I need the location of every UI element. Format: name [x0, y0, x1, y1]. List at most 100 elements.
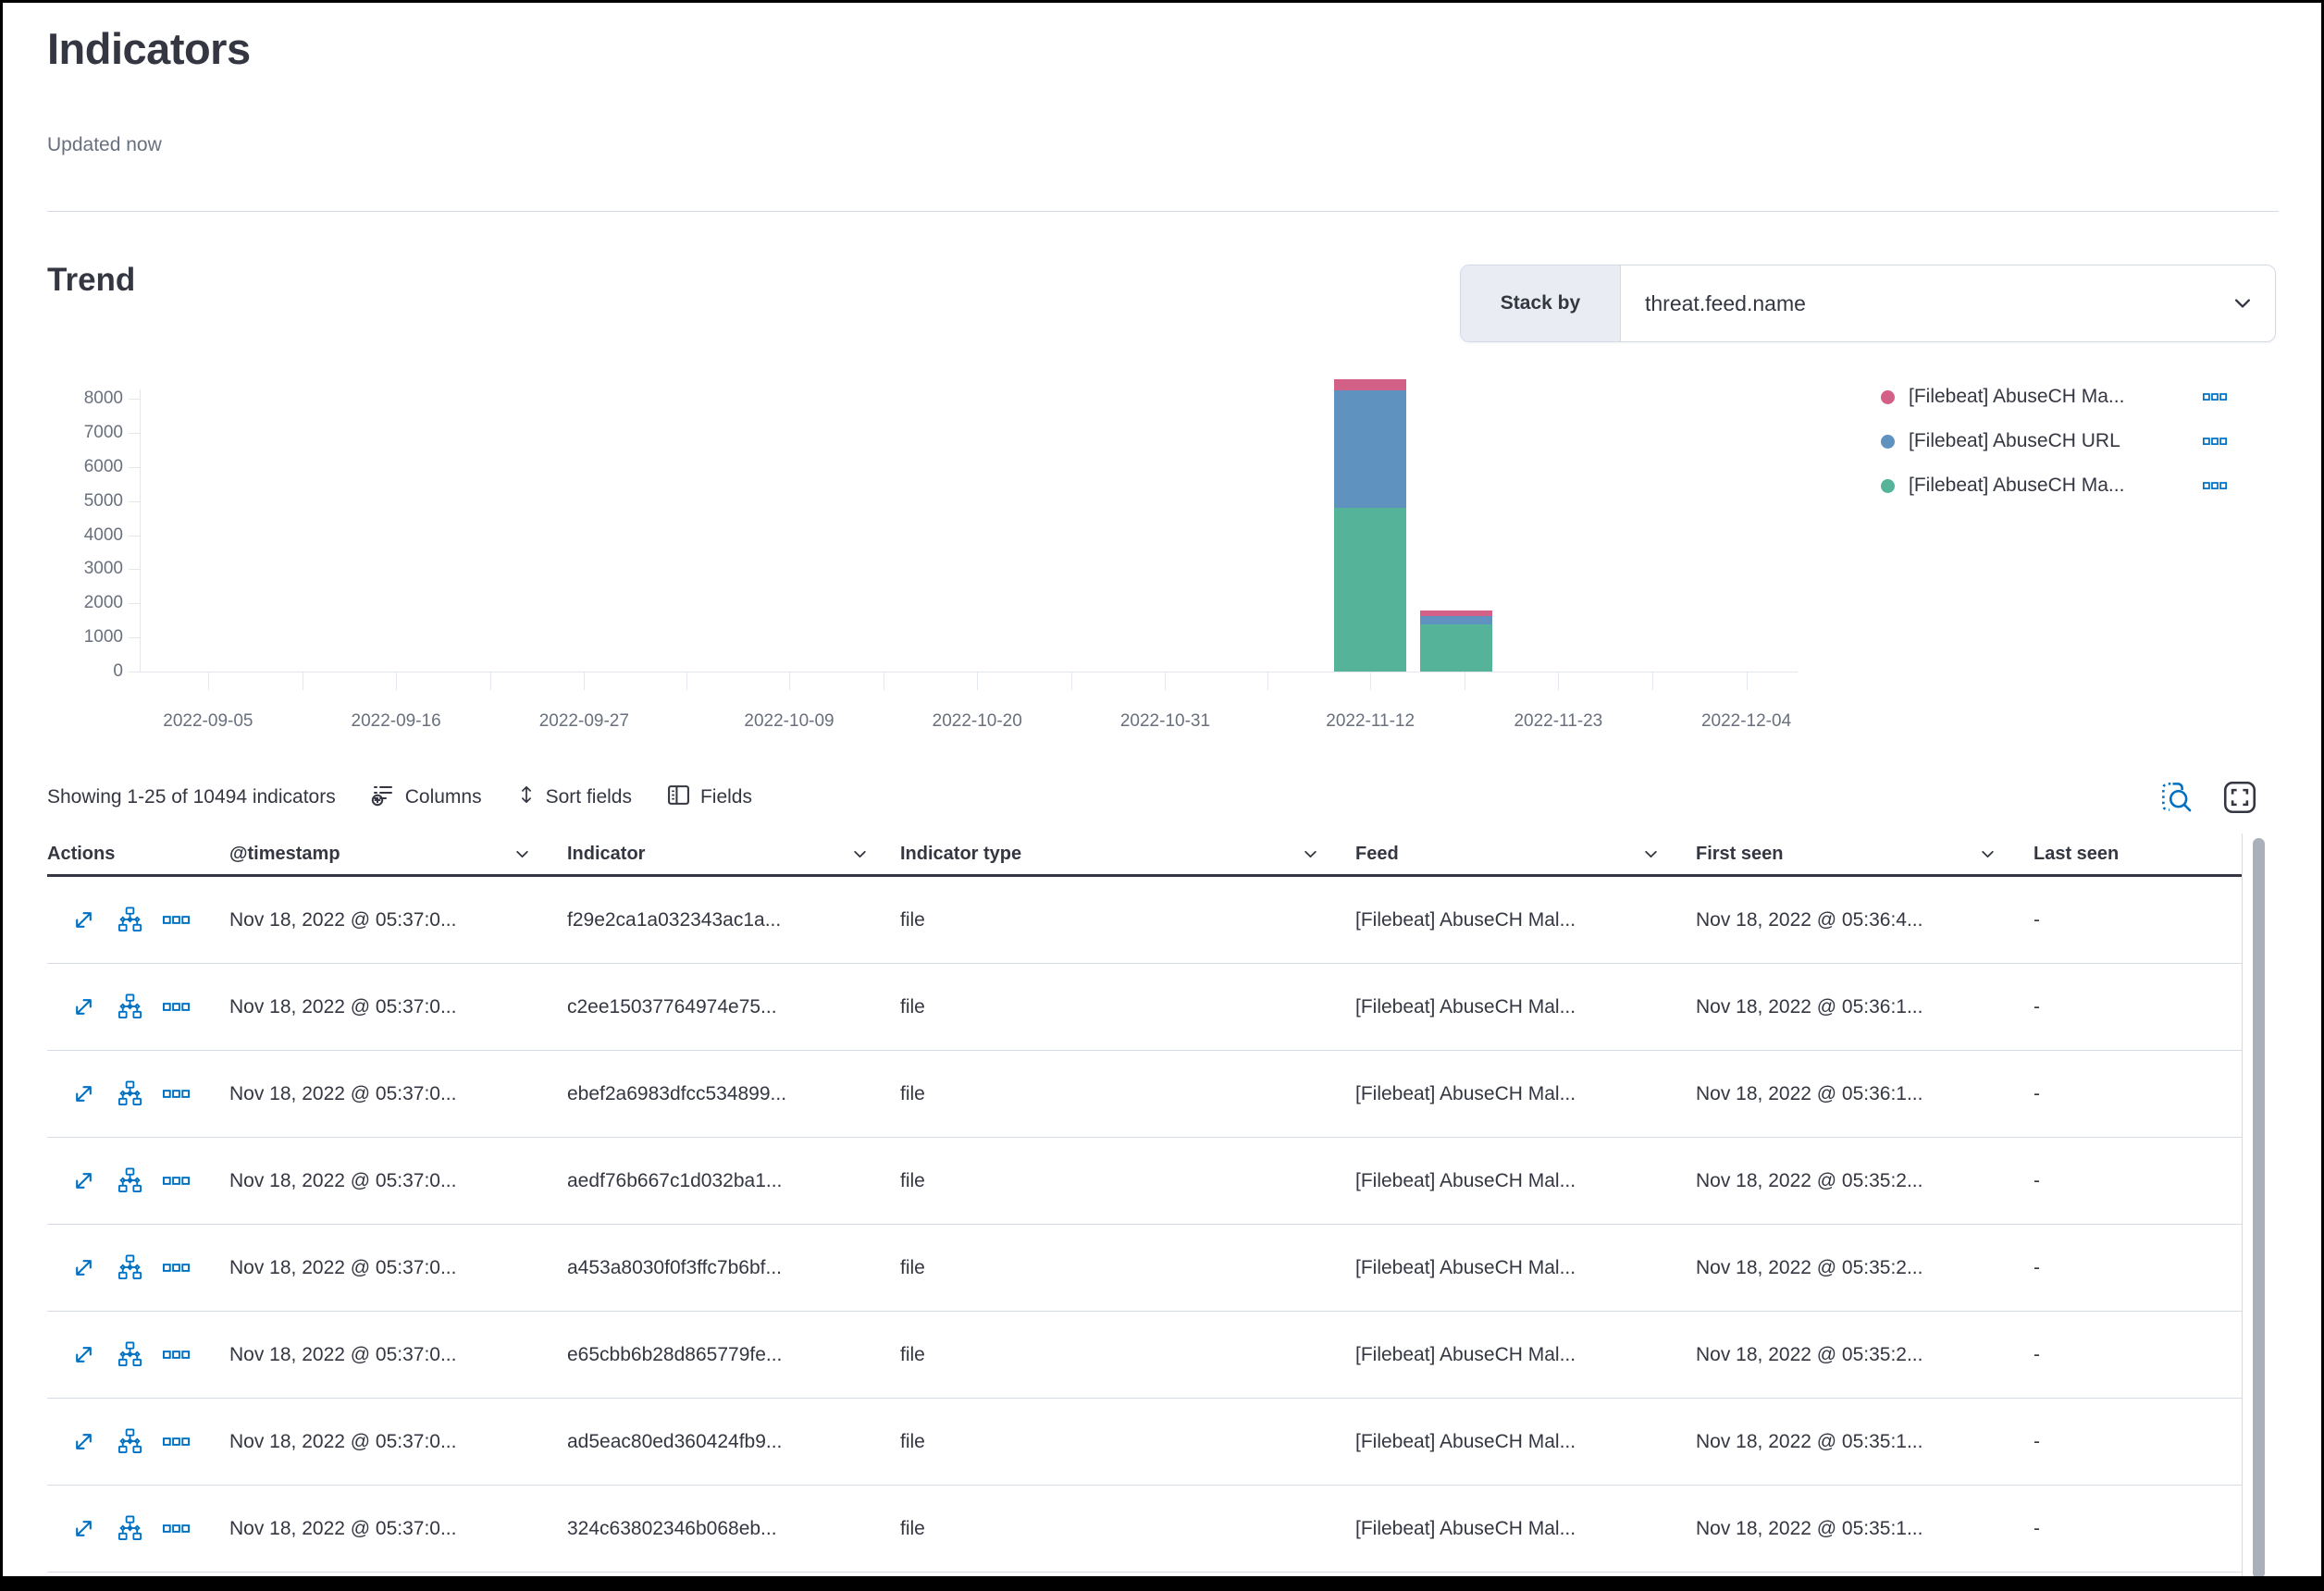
indicator-type-cell[interactable]: file — [900, 1486, 1298, 1572]
indicator-type-cell[interactable]: file — [900, 1225, 1298, 1311]
column-header-indicator[interactable]: Indicator — [567, 833, 868, 874]
first-seen-cell[interactable]: Nov 18, 2022 @ 05:36:1... — [1696, 964, 2010, 1050]
legend-label[interactable]: [Filebeat] AbuseCH URL — [1909, 430, 2197, 452]
legend-label[interactable]: [Filebeat] AbuseCH Ma... — [1909, 386, 2197, 408]
bar-segment[interactable] — [1420, 616, 1492, 624]
column-header-first-seen[interactable]: First seen — [1696, 833, 1996, 874]
timestamp-cell[interactable]: Nov 18, 2022 @ 05:37:0... — [229, 1225, 544, 1311]
expand-row-icon[interactable] — [68, 1339, 99, 1371]
bar-segment[interactable] — [1334, 508, 1406, 672]
last-seen-cell[interactable]: - — [2034, 1051, 2219, 1137]
expand-row-icon[interactable] — [68, 905, 99, 936]
chevron-down-icon[interactable] — [1643, 846, 1659, 862]
first-seen-cell[interactable]: Nov 18, 2022 @ 05:35:2... — [1696, 1138, 2010, 1224]
column-header-feed[interactable]: Feed — [1355, 833, 1659, 874]
indicator-cell[interactable]: f29e2ca1a032343ac1a... — [567, 877, 882, 963]
more-actions-icon[interactable] — [160, 992, 192, 1023]
investigate-timeline-icon[interactable] — [114, 905, 145, 936]
bar-segment[interactable] — [1334, 379, 1406, 390]
last-seen-cell[interactable]: - — [2034, 877, 2219, 963]
chevron-down-icon[interactable] — [1980, 846, 1996, 862]
indicator-cell[interactable]: 324c63802346b068eb... — [567, 1486, 882, 1572]
vertical-scrollbar[interactable] — [2253, 838, 2265, 1579]
more-actions-icon[interactable] — [160, 1166, 192, 1197]
indicator-cell[interactable]: ebef2a6983dfcc534899... — [567, 1051, 882, 1137]
indicator-cell[interactable]: e65cbb6b28d865779fe... — [567, 1312, 882, 1398]
indicator-type-cell[interactable]: file — [900, 1312, 1298, 1398]
legend-actions-icon[interactable] — [2203, 393, 2227, 401]
legend-actions-icon[interactable] — [2203, 438, 2227, 446]
column-header-indicator-type[interactable]: Indicator type — [900, 833, 1318, 874]
first-seen-cell[interactable]: Nov 18, 2022 @ 05:35:2... — [1696, 1312, 2010, 1398]
fullscreen-icon[interactable] — [2223, 781, 2256, 814]
chevron-down-icon[interactable] — [852, 846, 868, 862]
feed-cell[interactable]: [Filebeat] AbuseCH Mal... — [1355, 1399, 1670, 1485]
bar-segment[interactable] — [1420, 624, 1492, 672]
inspect-icon[interactable] — [2160, 781, 2194, 814]
feed-cell[interactable]: [Filebeat] AbuseCH Mal... — [1355, 1312, 1670, 1398]
expand-row-icon[interactable] — [68, 1079, 99, 1110]
column-header-timestamp[interactable]: @timestamp — [229, 833, 530, 874]
columns-button[interactable]: Columns — [371, 783, 482, 812]
last-seen-cell[interactable]: - — [2034, 964, 2219, 1050]
column-header-last-seen[interactable]: Last seen — [2034, 833, 2219, 874]
first-seen-cell[interactable]: Nov 18, 2022 @ 05:35:1... — [1696, 1486, 2010, 1572]
timestamp-cell[interactable]: Nov 18, 2022 @ 05:37:0... — [229, 877, 544, 963]
legend-label[interactable]: [Filebeat] AbuseCH Ma... — [1909, 475, 2197, 497]
investigate-timeline-icon[interactable] — [114, 1339, 145, 1371]
investigate-timeline-icon[interactable] — [114, 1513, 145, 1545]
indicator-cell[interactable]: c2ee15037764974e75... — [567, 964, 882, 1050]
feed-cell[interactable]: [Filebeat] AbuseCH Mal... — [1355, 1051, 1670, 1137]
indicator-cell[interactable]: aedf76b667c1d032ba1... — [567, 1138, 882, 1224]
timestamp-cell[interactable]: Nov 18, 2022 @ 05:37:0... — [229, 964, 544, 1050]
feed-cell[interactable]: [Filebeat] AbuseCH Mal... — [1355, 1138, 1670, 1224]
indicator-type-cell[interactable]: file — [900, 877, 1298, 963]
bar-segment[interactable] — [1334, 390, 1406, 508]
last-seen-cell[interactable]: - — [2034, 1225, 2219, 1311]
chevron-down-icon[interactable] — [1303, 846, 1318, 862]
indicator-type-cell[interactable]: file — [900, 1051, 1298, 1137]
indicator-cell[interactable]: a453a8030f0f3ffc7b6bf... — [567, 1225, 882, 1311]
feed-cell[interactable]: [Filebeat] AbuseCH Mal... — [1355, 1486, 1670, 1572]
investigate-timeline-icon[interactable] — [114, 1252, 145, 1284]
legend-actions-icon[interactable] — [2203, 482, 2227, 490]
last-seen-cell[interactable]: - — [2034, 1399, 2219, 1485]
investigate-timeline-icon[interactable] — [114, 1079, 145, 1110]
more-actions-icon[interactable] — [160, 1513, 192, 1545]
last-seen-cell[interactable]: - — [2034, 1486, 2219, 1572]
indicator-type-cell[interactable]: file — [900, 1138, 1298, 1224]
indicator-cell[interactable]: ad5eac80ed360424fb9... — [567, 1399, 882, 1485]
feed-cell[interactable]: [Filebeat] AbuseCH Mal... — [1355, 1225, 1670, 1311]
more-actions-icon[interactable] — [160, 905, 192, 936]
feed-cell[interactable]: [Filebeat] AbuseCH Mal... — [1355, 877, 1670, 963]
more-actions-icon[interactable] — [160, 1426, 192, 1458]
expand-row-icon[interactable] — [68, 1252, 99, 1284]
timestamp-cell[interactable]: Nov 18, 2022 @ 05:37:0... — [229, 1051, 544, 1137]
first-seen-cell[interactable]: Nov 18, 2022 @ 05:35:1... — [1696, 1399, 2010, 1485]
investigate-timeline-icon[interactable] — [114, 1166, 145, 1197]
expand-row-icon[interactable] — [68, 1513, 99, 1545]
first-seen-cell[interactable]: Nov 18, 2022 @ 05:36:4... — [1696, 877, 2010, 963]
more-actions-icon[interactable] — [160, 1339, 192, 1371]
last-seen-cell[interactable]: - — [2034, 1138, 2219, 1224]
expand-row-icon[interactable] — [68, 992, 99, 1023]
fields-button[interactable]: Fields — [667, 783, 752, 812]
chevron-down-icon[interactable] — [514, 846, 530, 862]
expand-row-icon[interactable] — [68, 1166, 99, 1197]
last-seen-cell[interactable]: - — [2034, 1312, 2219, 1398]
timestamp-cell[interactable]: Nov 18, 2022 @ 05:37:0... — [229, 1399, 544, 1485]
bar-segment[interactable] — [1420, 610, 1492, 616]
stack-by-select[interactable]: Stack by threat.feed.name — [1460, 265, 2276, 342]
investigate-timeline-icon[interactable] — [114, 1426, 145, 1458]
timestamp-cell[interactable]: Nov 18, 2022 @ 05:37:0... — [229, 1486, 544, 1572]
indicator-type-cell[interactable]: file — [900, 1399, 1298, 1485]
feed-cell[interactable]: [Filebeat] AbuseCH Mal... — [1355, 964, 1670, 1050]
indicator-type-cell[interactable]: file — [900, 964, 1298, 1050]
timestamp-cell[interactable]: Nov 18, 2022 @ 05:37:0... — [229, 1138, 544, 1224]
investigate-timeline-icon[interactable] — [114, 992, 145, 1023]
more-actions-icon[interactable] — [160, 1079, 192, 1110]
timestamp-cell[interactable]: Nov 18, 2022 @ 05:37:0... — [229, 1312, 544, 1398]
expand-row-icon[interactable] — [68, 1426, 99, 1458]
sort-fields-button[interactable]: Sort fields — [517, 783, 632, 812]
first-seen-cell[interactable]: Nov 18, 2022 @ 05:36:1... — [1696, 1051, 2010, 1137]
